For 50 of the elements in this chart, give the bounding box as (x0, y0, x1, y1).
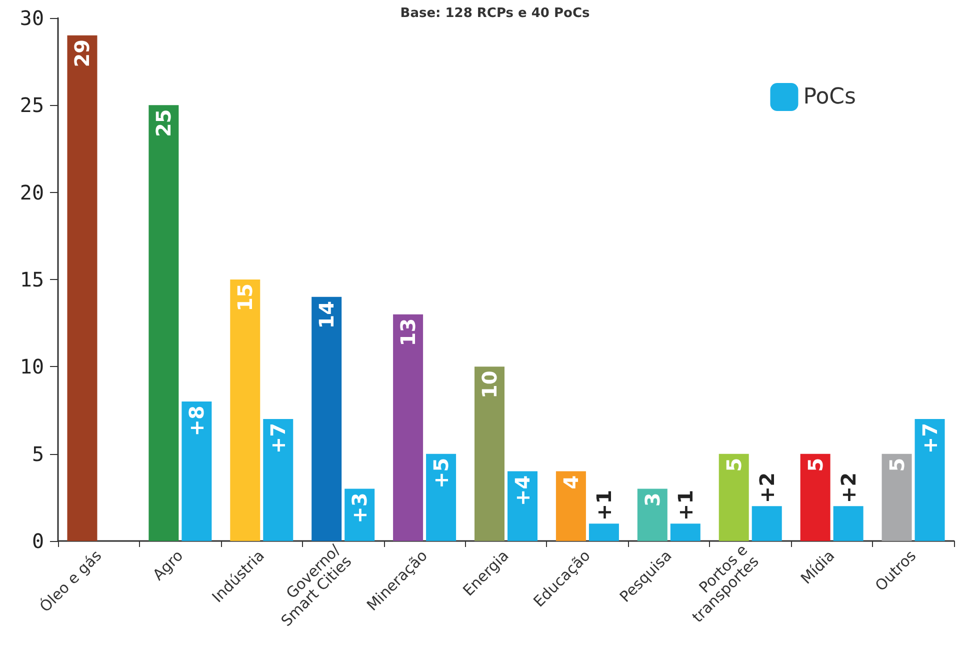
bar (588, 524, 619, 541)
y-tick-label: 30 (20, 6, 44, 30)
bar (882, 454, 912, 541)
data-label: 5 (722, 458, 746, 472)
bar (67, 35, 98, 541)
data-label: 15 (233, 284, 258, 312)
y-tick-label: 25 (20, 93, 44, 118)
data-label: 25 (152, 109, 176, 138)
data-label: +2 (836, 472, 860, 504)
data-label: +3 (348, 492, 372, 524)
bar (148, 105, 179, 541)
bar (230, 280, 260, 541)
data-label: 4 (558, 475, 583, 490)
data-label: 13 (396, 318, 420, 346)
data-label: +4 (510, 475, 534, 506)
bar (474, 366, 504, 541)
legend-label: PoCs (803, 84, 856, 110)
data-label: 5 (803, 458, 828, 472)
y-tick-label: 15 (20, 268, 44, 292)
data-label: +8 (184, 406, 209, 436)
data-label: +7 (266, 422, 290, 454)
bar (718, 454, 749, 541)
bar (752, 506, 782, 541)
bar (637, 488, 668, 541)
data-label: +1 (592, 490, 616, 521)
bar (182, 402, 212, 541)
chart-title: Base: 128 RCPs e 40 PoCs (400, 6, 590, 21)
data-label: 29 (70, 39, 94, 68)
bar (263, 418, 294, 541)
bar (312, 296, 342, 541)
data-label: 5 (884, 458, 909, 472)
data-label: +7 (918, 422, 942, 454)
bar (556, 471, 586, 541)
data-label: +2 (754, 472, 779, 504)
data-label: 14 (314, 300, 339, 329)
data-label: 10 (478, 370, 502, 399)
bar (426, 454, 456, 541)
data-label: 3 (640, 492, 664, 507)
bar (393, 314, 424, 541)
bar (508, 471, 538, 541)
y-tick-label: 0 (32, 529, 44, 553)
y-tick-label: 10 (20, 354, 44, 379)
bar (670, 524, 700, 541)
y-tick-label: 5 (32, 442, 44, 466)
bar (833, 506, 864, 541)
data-label: +5 (429, 458, 454, 489)
data-label: +1 (673, 490, 698, 521)
y-tick-label: 20 (20, 180, 44, 204)
bar (914, 418, 945, 541)
bar (800, 454, 830, 541)
